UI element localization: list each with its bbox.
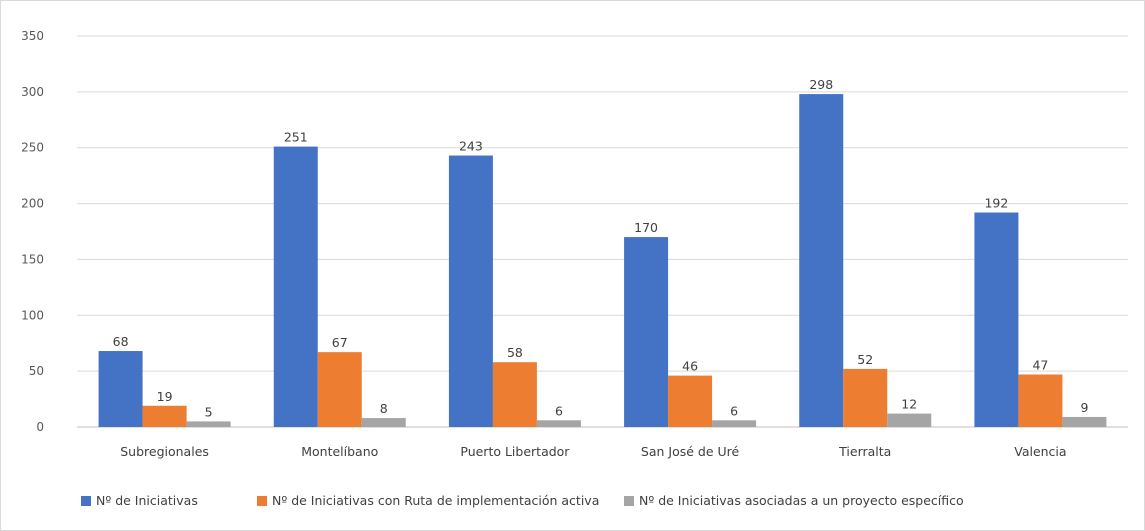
data-label: 58 (507, 345, 523, 360)
data-label: 192 (984, 196, 1008, 211)
data-label: 12 (901, 397, 917, 412)
bar-active-route (492, 362, 537, 427)
x-category-label: Subregionales (120, 444, 209, 459)
bar-initiatives (448, 155, 493, 427)
data-label: 170 (634, 220, 658, 235)
data-label: 8 (380, 401, 388, 416)
x-axis-categories: Subregionales Montelíbano Puerto Libertado… (120, 444, 1066, 459)
bar-specific-project (536, 420, 581, 427)
data-label: 47 (1032, 357, 1048, 372)
bar-specific-project (1062, 416, 1107, 427)
data-label: 52 (857, 352, 873, 367)
bar-initiatives (624, 237, 669, 427)
bar-specific-project (361, 418, 406, 427)
bar-active-route (668, 375, 713, 427)
y-tick-label: 100 (21, 308, 44, 322)
bar-active-route (1018, 374, 1063, 427)
y-tick-label: 300 (21, 85, 44, 99)
bar-initiatives (974, 212, 1019, 427)
x-category-label: San José de Uré (641, 444, 740, 459)
data-label: 19 (157, 389, 173, 404)
gridlines (77, 35, 1128, 428)
y-tick-label: 350 (21, 29, 44, 43)
x-category-label: Tierralta (838, 444, 891, 459)
data-label: 6 (730, 403, 738, 418)
legend-item: Nº de Iniciativas con Ruta de implementa… (257, 493, 599, 508)
x-category-label: Valencia (1014, 444, 1066, 459)
data-label: 46 (682, 359, 698, 374)
x-category-label: Puerto Libertador (460, 444, 570, 459)
data-label: 6 (555, 403, 563, 418)
y-tick-label: 50 (29, 364, 44, 378)
legend-swatch (624, 496, 634, 506)
legend-item: Nº de Iniciativas asociadas a un proyect… (624, 493, 964, 508)
legend-swatch (257, 496, 267, 506)
legend-label: Nº de Iniciativas asociadas a un proyect… (639, 493, 964, 508)
data-label: 67 (332, 335, 348, 350)
bar-active-route (142, 405, 187, 427)
bar-active-route (843, 368, 888, 427)
bar-initiatives (98, 351, 143, 427)
data-label: 9 (1080, 400, 1088, 415)
legend-label: Nº de Iniciativas con Ruta de implementa… (272, 493, 599, 508)
data-label: 243 (459, 139, 483, 154)
legend-swatch (81, 496, 91, 506)
legend-label: Nº de Iniciativas (96, 493, 198, 508)
bar-specific-project (712, 420, 757, 427)
data-label: 251 (284, 130, 308, 145)
y-axis-ticks: 0 50 100 150 200 250 300 350 (21, 29, 44, 434)
y-tick-label: 150 (21, 252, 44, 266)
bars (98, 94, 1107, 427)
data-label: 68 (113, 334, 129, 349)
y-tick-label: 250 (21, 141, 44, 155)
legend-item: Nº de Iniciativas (81, 493, 198, 508)
legend: Nº de Iniciativas Nº de Iniciativas con R… (81, 493, 964, 508)
bar-initiatives (799, 94, 844, 427)
y-tick-label: 0 (36, 420, 44, 434)
bar-specific-project (186, 421, 231, 427)
bar-initiatives (273, 146, 318, 427)
data-label: 298 (809, 77, 833, 92)
bar-active-route (317, 352, 362, 427)
data-labels: 68 19 5 251 67 8 243 58 6 170 46 6 298 52 12 192 47 9 (113, 77, 1089, 419)
x-category-label: Montelíbano (301, 444, 378, 459)
bar-specific-project (887, 413, 932, 427)
y-tick-label: 200 (21, 197, 44, 211)
data-label: 5 (205, 404, 213, 419)
